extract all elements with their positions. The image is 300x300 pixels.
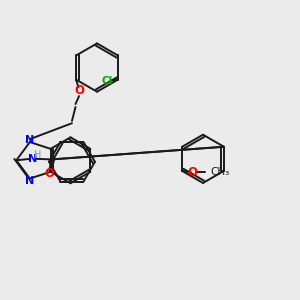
Text: H: H xyxy=(34,150,41,160)
Text: Cl: Cl xyxy=(101,76,112,86)
Text: N: N xyxy=(28,154,37,164)
Text: N: N xyxy=(25,176,34,186)
Text: O: O xyxy=(74,84,84,97)
Text: CH₃: CH₃ xyxy=(210,167,229,177)
Text: O: O xyxy=(44,167,54,180)
Text: O: O xyxy=(188,166,197,179)
Text: N: N xyxy=(25,135,34,145)
